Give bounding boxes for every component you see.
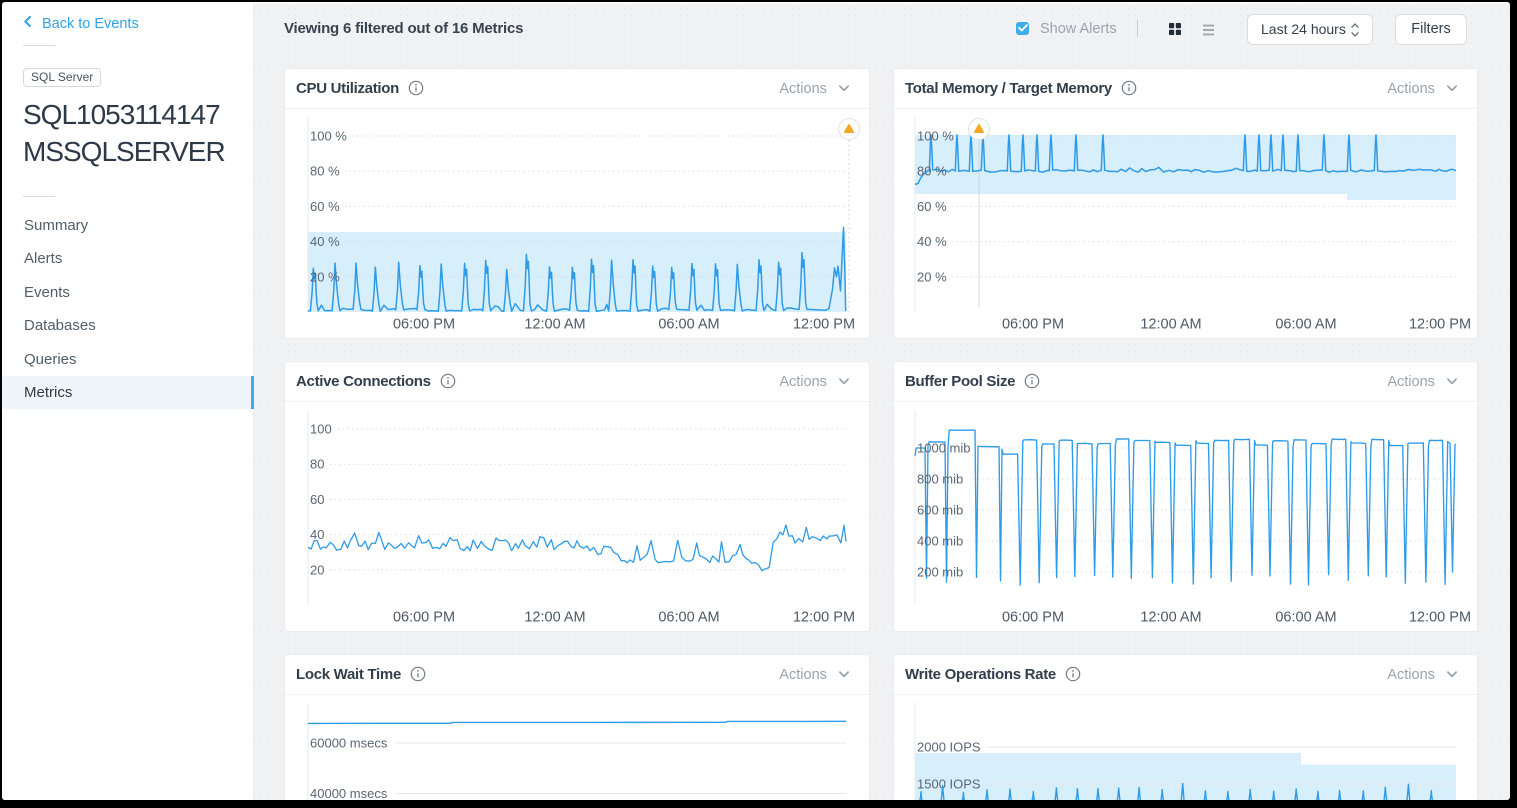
svg-text:80: 80: [310, 457, 324, 472]
svg-text:12:00 PM: 12:00 PM: [1409, 610, 1471, 626]
svg-text:12:00 PM: 12:00 PM: [793, 610, 855, 626]
svg-text:100: 100: [310, 422, 332, 437]
svg-text:06:00 AM: 06:00 AM: [1275, 317, 1336, 333]
svg-text:800 mib: 800 mib: [917, 472, 963, 487]
svg-text:60: 60: [310, 492, 324, 507]
svg-text:12:00 AM: 12:00 AM: [524, 610, 585, 626]
svg-text:12:00 AM: 12:00 AM: [1140, 610, 1201, 626]
svg-text:12:00 PM: 12:00 PM: [1409, 317, 1471, 333]
svg-text:100 %: 100 %: [310, 129, 347, 144]
svg-text:40: 40: [310, 527, 324, 542]
svg-text:12:00 PM: 12:00 PM: [793, 317, 855, 333]
svg-text:06:00 AM: 06:00 AM: [1275, 610, 1336, 626]
svg-text:06:00 PM: 06:00 PM: [393, 317, 455, 333]
svg-text:06:00 PM: 06:00 PM: [1002, 317, 1064, 333]
svg-text:80 %: 80 %: [917, 164, 947, 179]
svg-text:06:00 AM: 06:00 AM: [658, 610, 719, 626]
svg-text:06:00 AM: 06:00 AM: [658, 317, 719, 333]
svg-text:100 %: 100 %: [917, 129, 954, 144]
svg-text:1500 IOPS: 1500 IOPS: [917, 777, 981, 792]
svg-text:200 mib: 200 mib: [917, 565, 963, 580]
svg-text:60 %: 60 %: [310, 199, 340, 214]
svg-text:1000 mib: 1000 mib: [917, 441, 970, 456]
svg-text:20 %: 20 %: [310, 269, 340, 284]
svg-text:12:00 AM: 12:00 AM: [524, 317, 585, 333]
svg-text:600 mib: 600 mib: [917, 503, 963, 518]
svg-text:60 %: 60 %: [917, 199, 947, 214]
svg-text:40 %: 40 %: [310, 234, 340, 249]
svg-text:400 mib: 400 mib: [917, 534, 963, 549]
svg-text:20 %: 20 %: [917, 269, 947, 284]
svg-text:2000 IOPS: 2000 IOPS: [917, 740, 981, 755]
svg-text:06:00 PM: 06:00 PM: [1002, 610, 1064, 626]
svg-text:40 %: 40 %: [917, 234, 947, 249]
svg-text:40000 msecs: 40000 msecs: [310, 786, 388, 800]
svg-text:80 %: 80 %: [310, 164, 340, 179]
svg-text:20: 20: [310, 562, 324, 577]
svg-text:12:00 AM: 12:00 AM: [1140, 317, 1201, 333]
svg-text:06:00 PM: 06:00 PM: [393, 610, 455, 626]
svg-text:60000 msecs: 60000 msecs: [310, 736, 388, 751]
